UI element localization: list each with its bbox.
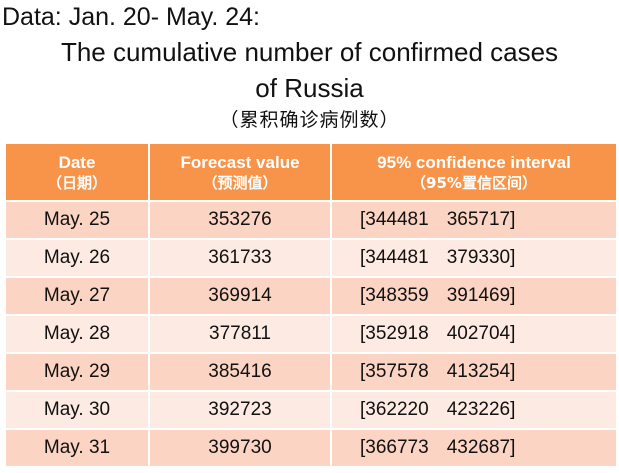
cell-date: May. 26	[4, 238, 150, 278]
cell-forecast: 392723	[148, 390, 332, 430]
column-header-confidence-interval: 95% confidence interval （95%置信区间）	[330, 142, 618, 202]
cell-forecast: 399730	[148, 428, 332, 468]
column-header-sublabel: （95%置信区间）	[411, 173, 537, 192]
column-header-forecast: Forecast value （预测值）	[148, 142, 332, 202]
cell-date: May. 29	[4, 352, 150, 392]
column-header-label: Forecast value	[180, 152, 300, 172]
column-header-sublabel: （预测值）	[202, 173, 278, 192]
cell-confidence-interval: [357578 413254]	[330, 352, 618, 392]
data-range-text: Data: Jan. 20- May. 24:	[2, 3, 260, 31]
ci-high: 402704]	[446, 323, 516, 344]
ci-low: [357578	[360, 361, 429, 382]
column-header-label: Date	[58, 152, 96, 172]
cell-date: May. 30	[4, 390, 150, 430]
cell-forecast: 377811	[148, 314, 332, 354]
table-row: May. 30 392723 [362220 423226]	[4, 390, 618, 430]
cell-confidence-interval: [344481 365717]	[330, 200, 618, 240]
column-header-sublabel: （日期）	[46, 173, 107, 192]
cell-date: May. 25	[4, 200, 150, 240]
ci-low: [348359	[360, 285, 429, 306]
ci-high: 379330]	[446, 247, 516, 268]
table-row: May. 31 399730 [366773 432687]	[4, 428, 618, 468]
table-row: May. 25 353276 [344481 365717]	[4, 200, 618, 240]
ci-high: 365717]	[446, 209, 516, 230]
table-row: May. 26 361733 [344481 379330]	[4, 238, 618, 278]
column-header-label: 95% confidence interval	[377, 152, 571, 172]
cell-date: May. 27	[4, 276, 150, 316]
table-row: May. 29 385416 [357578 413254]	[4, 352, 618, 392]
cell-confidence-interval: [348359 391469]	[330, 276, 618, 316]
cell-forecast: 353276	[148, 200, 332, 240]
subtitle-chinese: （累积确诊病例数）	[219, 109, 400, 131]
cell-confidence-interval: [344481 379330]	[330, 238, 618, 278]
cell-date: May. 31	[4, 428, 150, 468]
cell-forecast: 385416	[148, 352, 332, 392]
ci-high: 423226]	[446, 399, 516, 420]
table-row: May. 27 369914 [348359 391469]	[4, 276, 618, 316]
ci-low: [344481	[360, 247, 429, 268]
table-header-row: Date （日期） Forecast value （预测值） 95% confi…	[4, 142, 618, 202]
cell-confidence-interval: [352918 402704]	[330, 314, 618, 354]
ci-low: [362220	[360, 399, 429, 420]
title-line-2: of Russia	[255, 73, 364, 103]
cell-confidence-interval: [366773 432687]	[330, 428, 618, 468]
table-row: May. 28 377811 [352918 402704]	[4, 314, 618, 354]
ci-low: [344481	[360, 209, 429, 230]
ci-low: [366773	[360, 437, 429, 458]
cell-date: May. 28	[4, 314, 150, 354]
cell-confidence-interval: [362220 423226]	[330, 390, 618, 430]
column-header-date: Date （日期）	[4, 142, 150, 202]
ci-high: 413254]	[446, 361, 516, 382]
cell-forecast: 369914	[148, 276, 332, 316]
ci-low: [352918	[360, 323, 429, 344]
forecast-table: Date （日期） Forecast value （预测值） 95% confi…	[4, 142, 618, 468]
ci-high: 391469]	[446, 285, 516, 306]
ci-high: 432687]	[446, 437, 516, 458]
cell-forecast: 361733	[148, 238, 332, 278]
title-line-1: The cumulative number of confirmed cases	[60, 37, 559, 67]
